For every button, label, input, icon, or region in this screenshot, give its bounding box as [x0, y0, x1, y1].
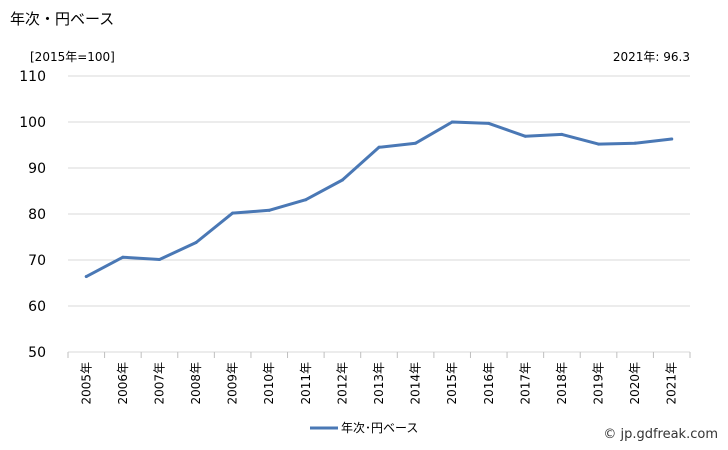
x-tick-label: 2019年 — [592, 362, 606, 405]
data-point — [523, 134, 527, 138]
data-point — [597, 142, 601, 146]
data-point — [121, 255, 125, 259]
x-tick-label: 2007年 — [152, 362, 166, 405]
y-tick-label: 70 — [28, 253, 46, 269]
unit-label: [2015年=100] — [30, 50, 115, 64]
x-tick-label: 2008年 — [189, 362, 203, 405]
x-tick-label: 2011年 — [299, 362, 313, 405]
data-point — [304, 198, 308, 202]
data-point — [377, 145, 381, 149]
data-point — [267, 208, 271, 212]
x-tick-label: 2009年 — [226, 362, 240, 405]
y-tick-label: 60 — [28, 299, 46, 315]
grid-lines — [68, 75, 690, 353]
data-point — [157, 258, 161, 262]
series-group — [84, 120, 674, 279]
data-point — [670, 137, 674, 141]
x-tick-label: 2016年 — [482, 362, 496, 405]
chart-title: 年次・円ベース — [10, 10, 115, 28]
x-tick-label: 2005年 — [79, 362, 93, 405]
source-credit: © jp.gdfreak.com — [603, 427, 718, 442]
x-tick-label: 2012年 — [335, 362, 349, 405]
latest-value-label: 2021年: 96.3 — [612, 50, 690, 64]
y-tick-label: 50 — [28, 345, 46, 361]
data-point — [84, 275, 88, 279]
legend: 年次･円ベース — [310, 421, 418, 435]
data-point — [487, 121, 491, 125]
legend-label: 年次･円ベース — [341, 421, 418, 435]
data-point — [560, 132, 564, 136]
data-point — [414, 141, 418, 145]
x-tick-label: 2018年 — [555, 362, 569, 405]
y-tick-label: 100 — [19, 115, 46, 131]
x-tick-label: 2014年 — [409, 362, 423, 405]
x-tick-label: 2010年 — [262, 362, 276, 405]
data-point — [231, 211, 235, 215]
y-tick-label: 110 — [19, 69, 46, 85]
data-point — [633, 141, 637, 145]
data-point — [194, 241, 198, 245]
x-tick-label: 2017年 — [518, 362, 532, 405]
x-tick-label: 2006年 — [116, 362, 130, 405]
x-tick-label: 2015年 — [445, 362, 459, 405]
y-tick-label: 80 — [28, 207, 46, 223]
y-axis-ticks: 50 60 70 80 90 100 110 — [19, 69, 46, 361]
x-tick-label: 2013年 — [372, 362, 386, 405]
data-point — [340, 178, 344, 182]
x-tick-label: 2021年 — [665, 362, 679, 405]
x-axis-ticks: 2005年 2006年 2007年 2008年 2009年 2010年 2011年 2012年… — [67, 352, 691, 405]
y-tick-label: 90 — [28, 161, 46, 177]
series-line — [84, 120, 674, 279]
data-point — [450, 120, 454, 124]
x-tick-label: 2020年 — [628, 362, 642, 405]
